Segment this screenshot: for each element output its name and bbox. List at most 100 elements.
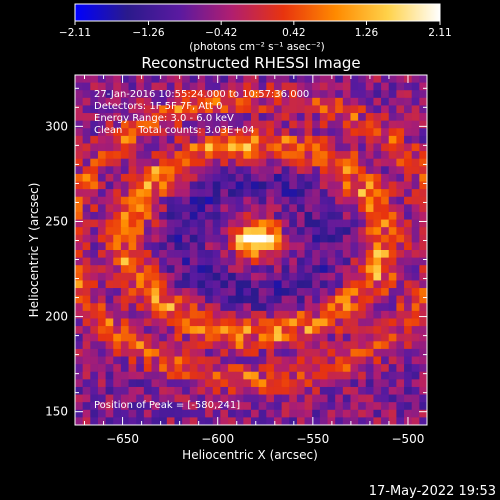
heatmap-cell [296, 75, 306, 84]
heatmap-cell [243, 105, 252, 114]
heatmap-cell [159, 75, 168, 84]
heatmap-cell [251, 113, 260, 122]
heatmap-cell [350, 120, 359, 129]
heatmap-cell [304, 371, 313, 380]
heatmap-cell [327, 204, 336, 213]
heatmap-cell [75, 318, 84, 327]
heatmap-cell [335, 371, 344, 380]
heatmap-cell [304, 128, 313, 137]
heatmap-cell [159, 326, 168, 335]
heatmap-cell [411, 242, 420, 251]
heatmap-cell [335, 417, 344, 425]
heatmap-cell [304, 379, 313, 388]
heatmap-cell [404, 318, 413, 327]
heatmap-cell [381, 364, 390, 373]
heatmap-cell [197, 250, 206, 259]
heatmap-cell [296, 135, 306, 145]
heatmap-cell [159, 257, 168, 266]
heatmap-cell [151, 82, 160, 91]
heatmap-cell [235, 356, 244, 365]
heatmap-cell [166, 227, 176, 236]
heatmap-cell [151, 211, 160, 221]
heatmap-cell [342, 158, 352, 167]
heatmap-cell [342, 386, 352, 396]
heatmap-cell [75, 288, 84, 297]
heatmap-cell [396, 204, 405, 213]
heatmap-cell [174, 151, 183, 160]
heatmap-cell [97, 181, 107, 190]
heatmap-cell [273, 394, 283, 403]
heatmap-cell [151, 113, 160, 122]
heatmap-cell [411, 250, 420, 259]
heatmap-cell [105, 196, 114, 205]
heatmap-cell [404, 82, 413, 91]
heatmap-cell [220, 348, 229, 358]
heatmap-cell [273, 295, 283, 304]
heatmap-cell [75, 173, 84, 183]
heatmap-cell [174, 242, 183, 251]
heatmap-cell [212, 333, 221, 342]
heatmap-cell [159, 227, 168, 236]
heatmap-cell [113, 356, 122, 365]
heatmap-cell [197, 151, 206, 160]
heatmap-cell [136, 402, 145, 411]
annotation-time-range: 27-Jan-2016 10:55:24.000 to 10:57:36.000 [94, 89, 309, 100]
heatmap-cell [335, 234, 344, 243]
heatmap-cell [90, 173, 99, 183]
heatmap-cell [411, 135, 420, 145]
heatmap-cell [197, 75, 206, 84]
heatmap-cell [327, 82, 336, 91]
heatmap-cell [90, 219, 99, 228]
heatmap-cell [228, 151, 237, 160]
heatmap-cell [258, 280, 267, 289]
heatmap-cell [335, 242, 344, 251]
heatmap-cell [220, 143, 229, 152]
heatmap-cell [396, 105, 405, 114]
heatmap-cell [235, 288, 244, 297]
heatmap-cell [296, 318, 306, 327]
heatmap-cell [205, 288, 214, 297]
heatmap-cell [335, 82, 344, 91]
heatmap-cell [136, 417, 145, 425]
heatmap-cell [166, 265, 176, 274]
heatmap-cell [296, 113, 306, 122]
heatmap-cell [197, 234, 206, 243]
heatmap-cell [319, 272, 329, 282]
heatmap-cell [151, 189, 160, 198]
heatmap-cell [82, 310, 91, 320]
heatmap-cell [120, 128, 130, 137]
heatmap-cell [174, 196, 183, 205]
heatmap-cell [381, 371, 390, 380]
heatmap-cell [75, 272, 84, 282]
heatmap-cell [304, 75, 313, 84]
heatmap-cell [273, 204, 283, 213]
heatmap-cell [159, 341, 168, 350]
heatmap-cell [358, 166, 367, 175]
heatmap-cell [388, 120, 397, 129]
heatmap-cell [273, 234, 283, 243]
heatmap-cell [388, 151, 397, 160]
heatmap-cell [220, 211, 229, 221]
heatmap-cell [159, 234, 168, 243]
heatmap-cell [197, 356, 206, 365]
heatmap-cell [105, 333, 114, 342]
heatmap-cell [251, 250, 260, 259]
heatmap-cell [113, 280, 122, 289]
heatmap-cell [235, 272, 244, 282]
heatmap-cell [342, 257, 352, 266]
heatmap-cell [296, 379, 306, 388]
heatmap-cell [411, 196, 420, 205]
heatmap-cell [243, 318, 252, 327]
heatmap-cell [197, 227, 206, 236]
heatmap-cell [304, 356, 313, 365]
heatmap-cell [396, 371, 405, 380]
heatmap-cell [273, 143, 283, 152]
heatmap-cell [159, 135, 168, 145]
heatmap-cell [82, 113, 91, 122]
heatmap-cell [273, 371, 283, 380]
heatmap-cell [136, 242, 145, 251]
heatmap-cell [182, 227, 191, 236]
heatmap-cell [335, 113, 344, 122]
heatmap-cell [281, 409, 290, 418]
heatmap-cell [342, 295, 352, 304]
